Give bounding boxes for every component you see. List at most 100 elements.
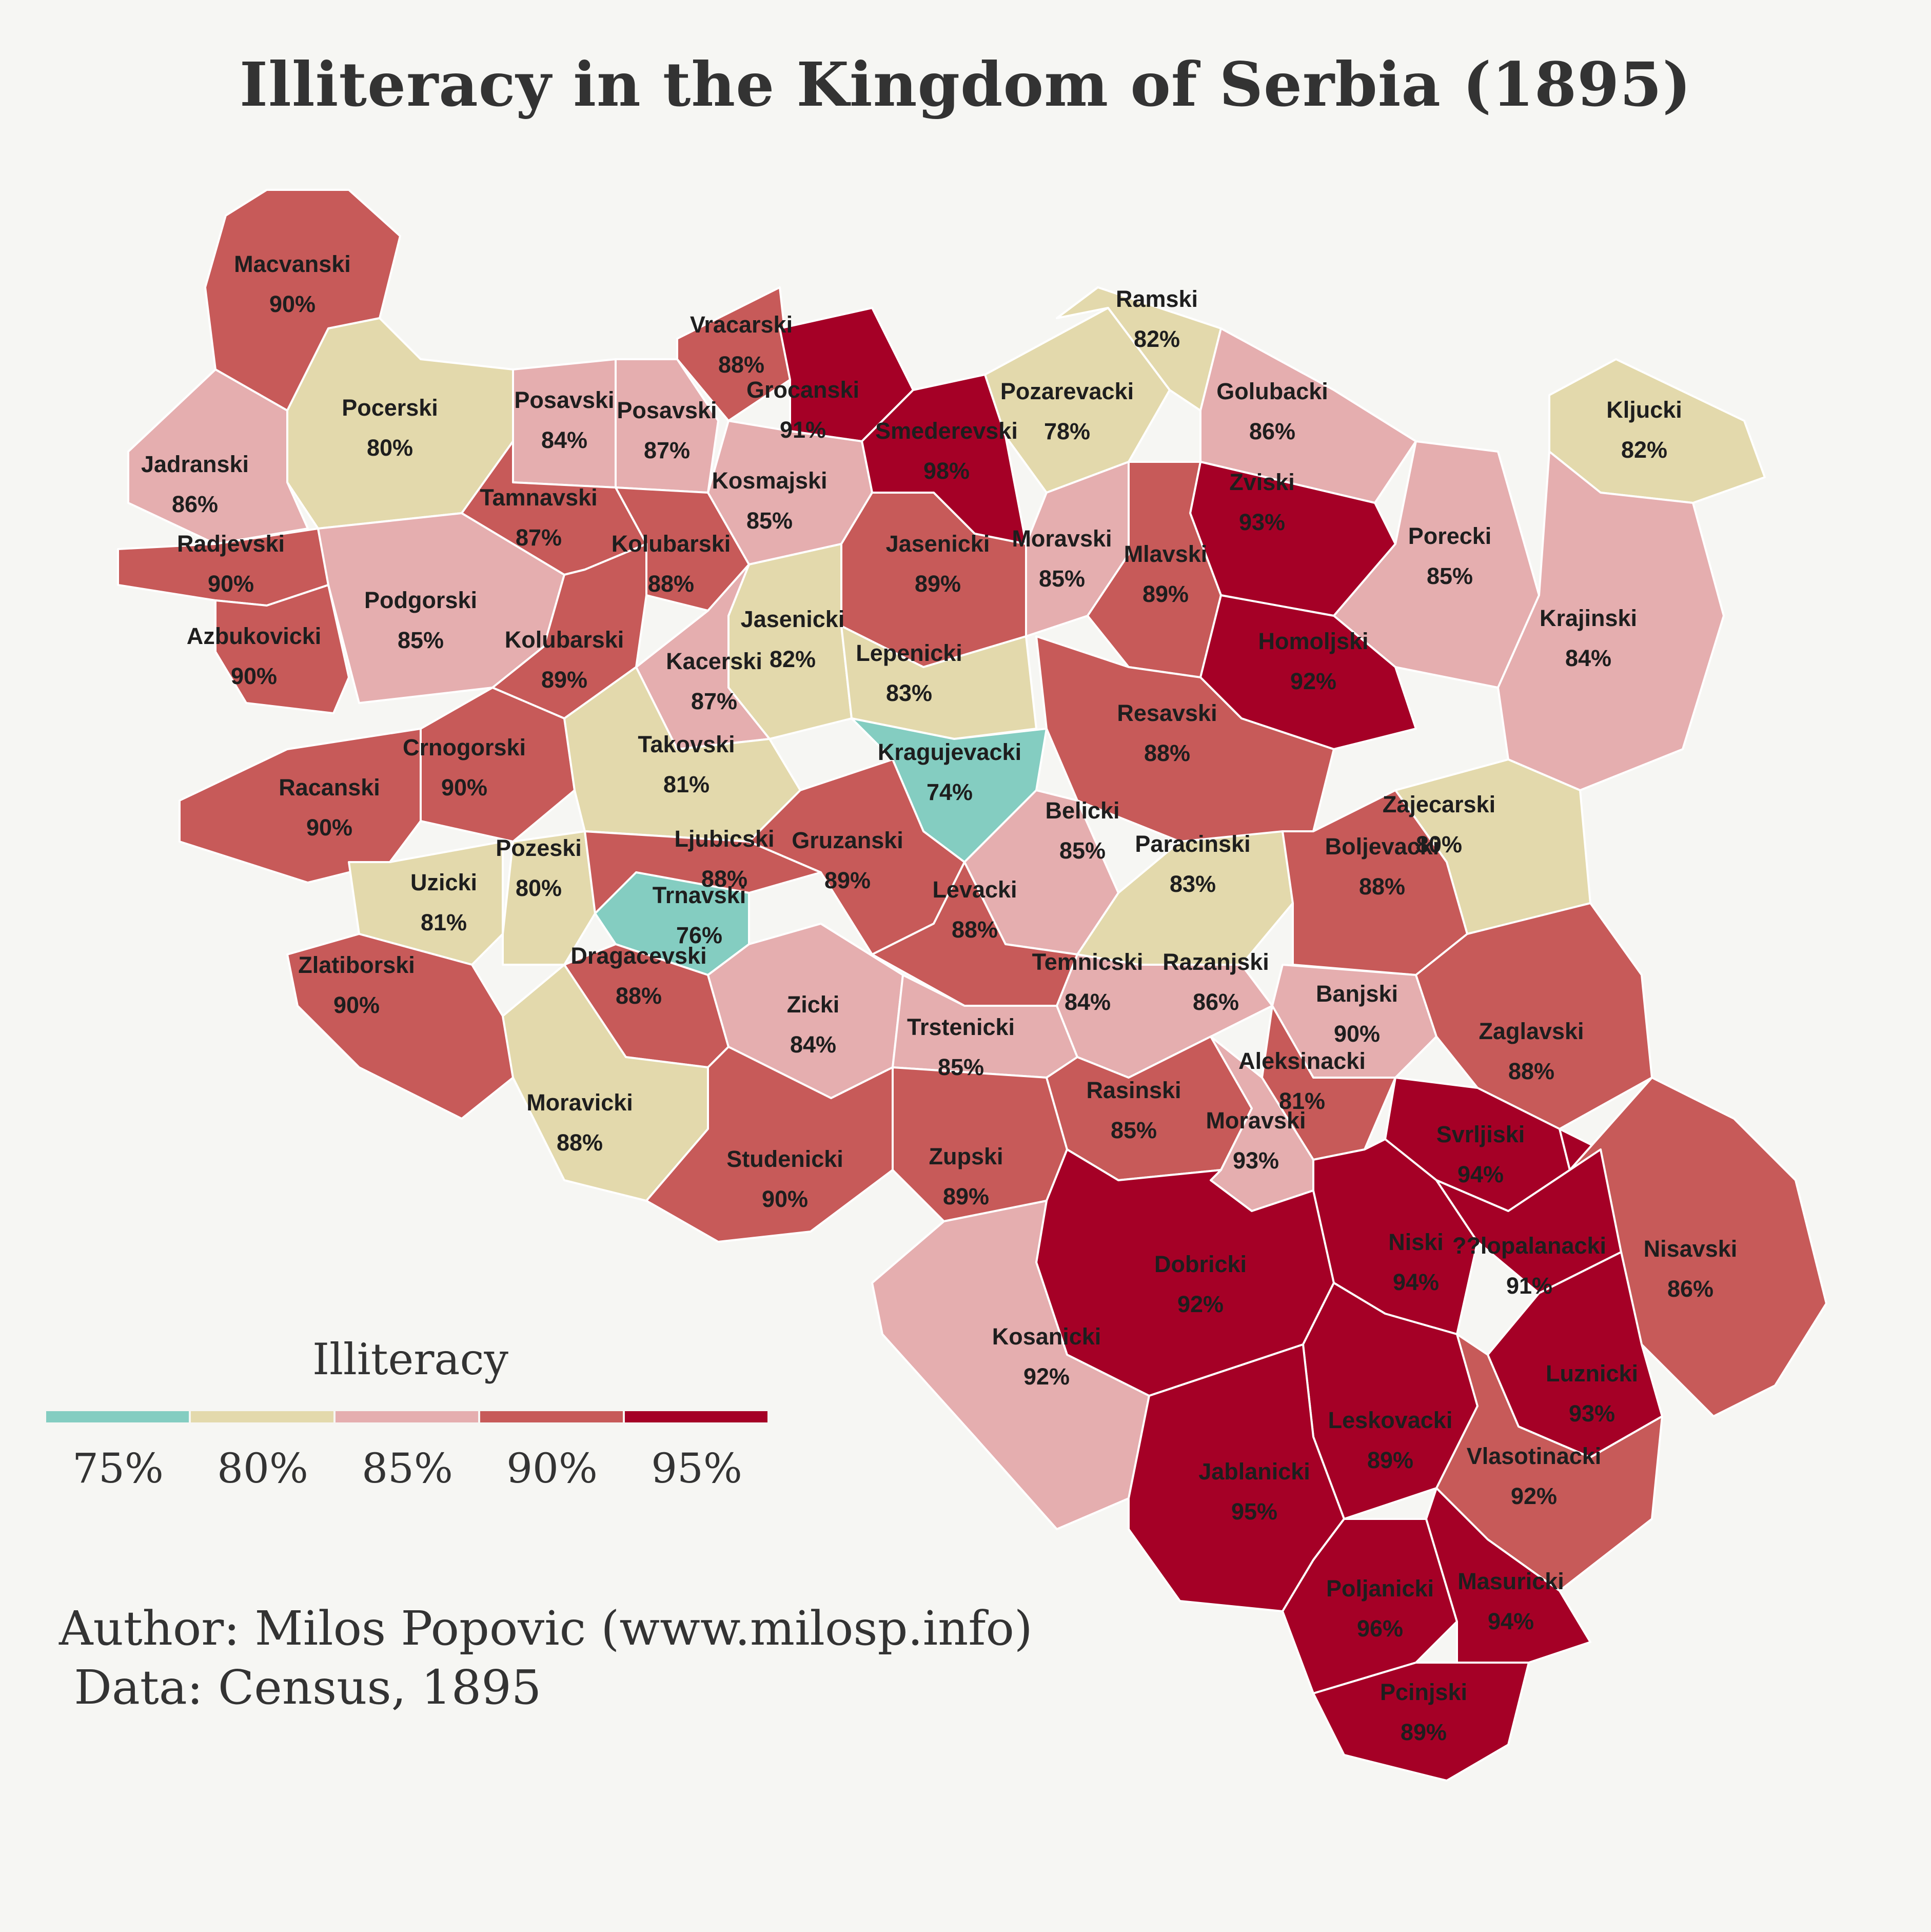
region-name: Dragacevski (570, 943, 706, 969)
region (1312, 1662, 1530, 1782)
region-value: 83% (1170, 871, 1216, 897)
region (645, 1046, 894, 1243)
region-value: 85% (1059, 837, 1106, 864)
region-value: 88% (952, 916, 998, 943)
region-name: Ljubicski (674, 826, 774, 852)
region-shape (1425, 1487, 1591, 1664)
region-value: 88% (1359, 873, 1405, 900)
region-value: 81% (421, 909, 467, 935)
region-shape (1435, 1333, 1663, 1592)
region-name: Krajinski (1540, 605, 1637, 631)
region-name: Golubacki (1216, 378, 1328, 404)
region-value: 88% (1144, 740, 1190, 766)
region-value: 86% (1249, 418, 1295, 444)
region-shape (676, 286, 791, 422)
region-name: Boljevacki (1325, 833, 1440, 860)
region (127, 368, 309, 545)
region-value: 87% (691, 688, 737, 714)
region-name: Grocanski (746, 377, 859, 403)
region-name: Kosmajski (712, 467, 827, 494)
region-name: Belicki (1045, 797, 1119, 824)
region-name: Trnavski (653, 882, 746, 908)
page-title: Illiteracy in the Kingdom of Serbia (189… (239, 49, 1692, 120)
region (1035, 635, 1335, 843)
region-name: Zviski (1229, 469, 1295, 495)
region-name: Jasenicki (886, 531, 990, 557)
region-name: Azbukovicki (187, 623, 322, 649)
region-value: 85% (1111, 1117, 1157, 1143)
region-value: 92% (1023, 1363, 1070, 1390)
region-name: Banjski (1316, 981, 1398, 1007)
region-value: 96% (1357, 1615, 1403, 1642)
region-value: 94% (1488, 1608, 1534, 1634)
region-value: 82% (1621, 437, 1667, 463)
region-name: Aleksinacki (1238, 1048, 1366, 1074)
region-value: 85% (398, 627, 444, 653)
region-name: Moravicki (526, 1089, 633, 1116)
region-value: 90% (762, 1186, 808, 1212)
region-value: 83% (886, 680, 932, 706)
region-name: Trstenicki (907, 1014, 1015, 1040)
region-value: 85% (938, 1054, 984, 1080)
region-value: 98% (923, 458, 970, 484)
region-value: 85% (746, 508, 793, 534)
region-name: Temnicski (1032, 949, 1144, 975)
region-value: 90% (208, 571, 254, 597)
region-value: 80% (1416, 831, 1462, 857)
author-caption: Author: Milos Popovic (www.milosp.info) (59, 1601, 1033, 1656)
region-name: Smederevski (875, 418, 1018, 444)
region-value: 90% (441, 774, 487, 801)
region-name: Podgorski (364, 587, 477, 613)
region-value: 93% (1569, 1400, 1615, 1427)
region-name: Resavski (1117, 700, 1217, 726)
region-value: 93% (1233, 1147, 1279, 1174)
region-name: Mlavski (1124, 541, 1208, 567)
region-value: 91% (1506, 1273, 1552, 1299)
legend-swatch-85 (336, 1411, 478, 1422)
region-value: 84% (541, 427, 587, 453)
region-value: 89% (915, 571, 961, 597)
region-value: 88% (1508, 1058, 1554, 1084)
region-name: Radjevski (177, 531, 285, 557)
region-value: 87% (516, 524, 562, 551)
region-name: Vracarski (690, 311, 793, 338)
region-value: 90% (1334, 1021, 1380, 1047)
region (214, 584, 350, 714)
regions-layer (117, 189, 1827, 1782)
region (1569, 1077, 1827, 1417)
region-value: 80% (367, 435, 413, 461)
region-name: Kolubarski (612, 531, 731, 557)
region (1333, 440, 1540, 689)
region-name: Luznicki (1546, 1360, 1638, 1387)
region-value: 89% (1367, 1447, 1413, 1473)
region-name: Homoljski (1258, 628, 1368, 654)
region-value: 91% (780, 417, 826, 443)
region-value: 95% (1231, 1498, 1277, 1525)
region-value: 89% (1401, 1719, 1447, 1745)
data-source-caption: Data: Census, 1895 (59, 1660, 542, 1715)
region-name: Razanjski (1162, 949, 1269, 975)
region-value: 88% (648, 571, 694, 597)
region (1435, 1333, 1663, 1592)
region-value: 86% (172, 491, 218, 517)
region-value: 88% (557, 1129, 603, 1156)
region-name: Kolubarski (505, 627, 624, 653)
region-name: Nisavski (1644, 1236, 1738, 1262)
region-name: Kljucki (1606, 397, 1682, 423)
region-name: Zajecarski (1383, 791, 1495, 817)
region-value: 74% (927, 779, 973, 805)
region-value: 94% (1457, 1161, 1504, 1187)
region-name: Pocerski (342, 395, 438, 421)
region-value: 89% (541, 667, 587, 693)
region-name: Jablanicki (1198, 1458, 1310, 1485)
region-name: Paracinski (1135, 831, 1250, 857)
legend-tick-85: 85% (362, 1445, 453, 1492)
region-value: 93% (1239, 509, 1285, 535)
region-name: Kacerski (666, 648, 762, 674)
region-shape (1569, 1077, 1827, 1417)
region (676, 286, 791, 422)
region-name: Leskovacki (1328, 1407, 1453, 1433)
region-value: 86% (1193, 989, 1239, 1015)
legend-title: Illiteracy (312, 1334, 508, 1384)
